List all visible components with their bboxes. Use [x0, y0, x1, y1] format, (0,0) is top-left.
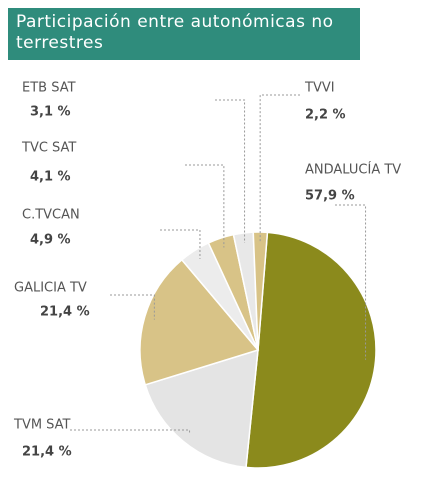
value-label: 21,4 %: [40, 305, 90, 320]
leader-line: [185, 164, 225, 248]
leader-line: [335, 204, 367, 360]
slice-label: C.TVCAN: [22, 208, 80, 223]
pie-slice: [139, 258, 260, 386]
slice-label: ANDALUCÍA TV: [305, 162, 401, 178]
slice-label: TVC SAT: [21, 141, 76, 156]
value-label: 3,1 %: [30, 105, 71, 120]
pie-slice: [144, 348, 259, 469]
slice-label: GALICIA TV: [14, 281, 87, 296]
pie-slice: [245, 231, 377, 469]
leader-line: [110, 294, 155, 320]
leader-line: [70, 429, 191, 434]
slice-label: ETB SAT: [22, 81, 76, 96]
value-label: 4,9 %: [30, 233, 71, 248]
leader-line: [259, 94, 300, 243]
value-label: 4,1 %: [30, 170, 71, 185]
value-label: 2,2 %: [305, 108, 346, 123]
chart-title: Participación entre autonómicas no terre…: [8, 8, 360, 60]
leader-line: [160, 229, 201, 259]
slice-label: TVVI: [304, 81, 335, 96]
value-label: 57,9 %: [305, 189, 355, 204]
slice-label: TVM SAT: [13, 418, 71, 433]
value-label: 21,4 %: [22, 445, 72, 460]
leader-line: [215, 99, 246, 243]
